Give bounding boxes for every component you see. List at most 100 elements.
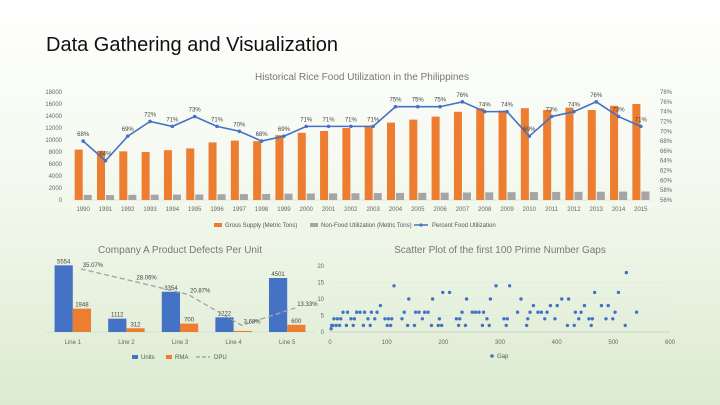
- chart3-point-gap: [358, 310, 362, 314]
- chart1-bar-gross-supply: [565, 107, 574, 200]
- chart3-point-gap: [429, 323, 434, 328]
- chart1-y2-tick: 70%: [660, 129, 673, 135]
- chart1-bar-gross-supply: [587, 110, 596, 200]
- chart1-legend-swatch-supply: [214, 223, 222, 227]
- chart2-legend-swatch-rma: [166, 355, 172, 359]
- chart1-point-percent-food: [505, 109, 509, 114]
- chart1-x-tick: 1992: [121, 207, 135, 213]
- chart3-point-gap: [487, 323, 491, 328]
- chart3-point-gap: [335, 317, 340, 321]
- chart3-point-gap: [577, 317, 581, 321]
- chart3-x-tick: 600: [665, 340, 676, 346]
- chart3-point-gap: [439, 323, 444, 328]
- chart1-y2-tick: 76%: [660, 100, 673, 106]
- chart3-y-tick: 5: [321, 314, 325, 320]
- chart3-point-gap: [407, 297, 411, 301]
- chart3-point-gap: [437, 317, 442, 321]
- chart3-point-gap: [505, 317, 510, 321]
- chart1-point-percent-food: [259, 139, 264, 143]
- chart3-point-gap: [582, 303, 587, 308]
- chart3-point-gap: [611, 317, 615, 321]
- chart3-point-gap: [590, 317, 595, 321]
- chart1-bar-gross-supply: [543, 110, 552, 200]
- chart1-bar-non-food: [641, 191, 650, 200]
- chart2-units-label: 1222: [218, 311, 232, 317]
- chart1-y-tick: 14000: [45, 114, 62, 120]
- chart1-y2-tick: 66%: [660, 149, 673, 155]
- chart1-point-percent-food: [304, 124, 309, 129]
- chart1-bar-non-food: [106, 195, 115, 200]
- chart1-y-tick: 0: [59, 198, 63, 204]
- chart3-point-gap: [334, 323, 338, 328]
- chart2-units-label: 5554: [57, 259, 71, 265]
- chart3-point-gap: [616, 290, 621, 295]
- chart2-units-label: 3354: [164, 286, 178, 292]
- chart1-x-tick: 1995: [188, 207, 202, 213]
- chart1-y2-tick: 74%: [660, 110, 673, 116]
- chart3-point-gap: [599, 303, 604, 308]
- chart3-point-gap: [436, 323, 440, 328]
- chart1-legend-nonfood: Non-Food Utilization (Metric Tons): [321, 223, 412, 229]
- chart1-x-tick: 1999: [277, 207, 291, 213]
- chart1-y-tick: 16000: [45, 102, 62, 108]
- chart1-bar-non-food: [574, 191, 583, 200]
- chart1-x-tick: 2003: [366, 207, 380, 213]
- chart2-x-tick: Line 2: [118, 340, 135, 346]
- chart1-bar-non-food: [284, 193, 293, 200]
- chart2-rma-label: 600: [291, 319, 302, 325]
- chart1-data-label: 68%: [77, 132, 90, 138]
- chart1-point-percent-food: [639, 124, 643, 129]
- chart3-point-gap: [623, 323, 627, 328]
- chart3-point-gap: [480, 323, 485, 328]
- chart3-title: Scatter Plot of the first 100 Prime Numb…: [394, 245, 606, 256]
- chart1-x-tick: 1993: [143, 207, 157, 213]
- chart3-y-tick: 20: [317, 264, 324, 270]
- chart3-point-gap: [430, 297, 435, 301]
- chart3-x-tick: 300: [495, 340, 506, 346]
- chart1-data-label: 70%: [233, 122, 246, 128]
- chart2-bar-units: [268, 277, 288, 332]
- chart1-point-percent-food: [349, 124, 353, 129]
- chart1-bar-non-food: [217, 194, 226, 200]
- chart2-title: Company A Product Defects Per Unit: [98, 245, 262, 256]
- chart1-bar-gross-supply: [96, 150, 106, 200]
- chart2-dpu-label: 13.33%: [297, 302, 318, 308]
- chart1-bar-gross-supply: [610, 105, 619, 200]
- chart1-x-tick: 2007: [456, 207, 470, 213]
- chart3-point-gap: [332, 317, 336, 321]
- chart1-x-tick: 2001: [322, 207, 336, 213]
- chart1-x-tick: 2013: [590, 207, 604, 213]
- chart1-bar-non-food: [239, 194, 248, 200]
- chart3-point-gap: [441, 290, 445, 295]
- chart1-x-tick: 1994: [166, 207, 180, 213]
- chart3-point-gap: [548, 303, 553, 308]
- chart1-bar-gross-supply: [476, 108, 485, 200]
- chart3-point-gap: [528, 310, 532, 314]
- chart1-x-tick: 1996: [210, 207, 224, 213]
- chart2-units-label: 1112: [111, 313, 124, 319]
- chart1-x-tick: 1997: [233, 207, 247, 213]
- chart1-bar-non-food: [440, 192, 449, 200]
- chart1-bar-non-food: [596, 191, 605, 200]
- chart3-point-gap: [456, 323, 461, 328]
- chart1-point-percent-food: [125, 134, 130, 138]
- chart2-rma-label: 1948: [75, 303, 89, 309]
- chart1-bar-gross-supply: [275, 135, 284, 200]
- chart1-bar-gross-supply: [342, 128, 351, 200]
- chart1-y-tick: 6000: [49, 162, 63, 168]
- chart1-x-tick: 2010: [523, 207, 537, 213]
- chart1-y2-tick: 72%: [660, 119, 673, 125]
- chart3-point-gap: [385, 323, 389, 328]
- chart3-point-gap: [504, 323, 508, 328]
- chart1-data-label: 74%: [501, 103, 514, 109]
- chart3-y-tick: 15: [317, 281, 324, 287]
- chart3-point-gap: [417, 310, 421, 314]
- chart1-data-label: 68%: [256, 132, 269, 138]
- chart1-y2-tick: 78%: [660, 90, 673, 96]
- chart1-x-tick: 1998: [255, 207, 269, 213]
- chart1-legend-swatch-nonfood: [310, 223, 318, 227]
- chart1-x-tick: 2006: [433, 207, 447, 213]
- chart3-point-gap: [400, 317, 404, 321]
- chart3-point-gap: [337, 323, 342, 328]
- chart1-point-percent-food: [438, 104, 442, 109]
